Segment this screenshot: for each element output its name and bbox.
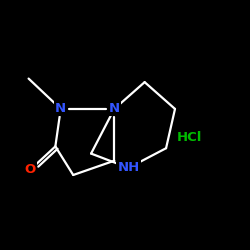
- Text: N: N: [55, 102, 66, 116]
- Text: N: N: [109, 102, 120, 116]
- Text: NH: NH: [118, 161, 140, 174]
- Text: HCl: HCl: [176, 131, 202, 144]
- Text: O: O: [25, 163, 36, 176]
